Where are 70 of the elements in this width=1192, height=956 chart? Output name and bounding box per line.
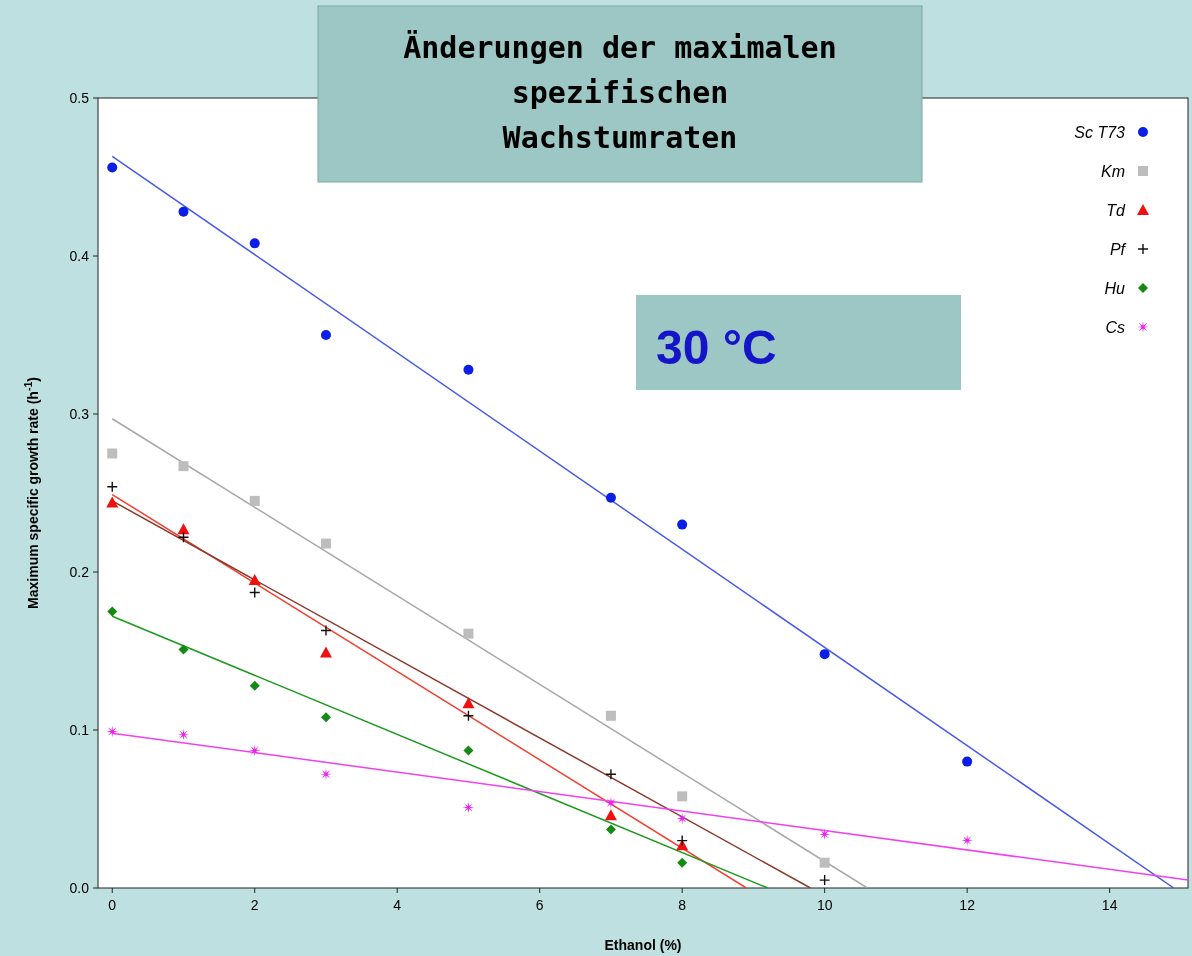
point (178, 644, 189, 655)
point (177, 531, 190, 543)
y-tick-label: 0.3 (69, 405, 90, 422)
x-tick-label: 6 (535, 897, 544, 913)
y-tick-label: 0.4 (69, 247, 90, 264)
x-tick-label: 10 (816, 897, 833, 913)
point (605, 768, 617, 780)
legend-label: Km (1101, 162, 1125, 180)
point (319, 646, 332, 658)
annotation: 30 °C (656, 321, 777, 374)
point (677, 857, 688, 868)
point (178, 206, 189, 217)
y-tick-label: 0.1 (69, 721, 90, 738)
x-tick-label: 14 (1101, 897, 1118, 913)
point (962, 756, 973, 767)
y-tick-label: 0.5 (69, 89, 90, 106)
point (178, 461, 189, 472)
point (320, 712, 331, 723)
point (249, 680, 260, 691)
point (177, 523, 190, 535)
point (676, 834, 688, 847)
point (819, 649, 830, 660)
point (320, 538, 331, 549)
point (605, 710, 616, 721)
point (106, 725, 119, 738)
chart-title: Änderungen der maximalen spezifischen Wachstumraten (403, 30, 837, 155)
point (462, 697, 475, 709)
point (463, 628, 474, 639)
legend-label: Sc T73 (1074, 123, 1126, 141)
point (106, 480, 118, 493)
point (177, 728, 190, 741)
point (463, 745, 474, 756)
point (677, 791, 688, 802)
point (320, 624, 332, 637)
point (605, 492, 616, 503)
point (819, 857, 830, 868)
y-tick-label: 0.0 (69, 879, 90, 896)
point (319, 768, 332, 781)
point (249, 495, 260, 506)
point (107, 448, 118, 459)
x-axis-title: Ethanol (%) (604, 937, 682, 953)
point (604, 796, 617, 809)
y-tick-label: 0.2 (69, 563, 90, 580)
point (249, 586, 261, 599)
legend-label: Hu (1104, 279, 1126, 297)
x-tick-label: 8 (678, 897, 687, 913)
legend-label: Pf (1109, 240, 1127, 258)
point (320, 330, 331, 340)
point (249, 238, 260, 249)
point (248, 744, 261, 757)
point (818, 828, 831, 841)
point (818, 874, 831, 886)
legend-label: Cs (1105, 318, 1125, 336)
point (462, 710, 475, 722)
point (248, 573, 261, 585)
point (107, 162, 118, 173)
legend-label: Td (1106, 201, 1127, 219)
point (676, 812, 689, 825)
point (463, 364, 474, 375)
point (107, 606, 118, 617)
x-tick-label: 4 (393, 897, 402, 913)
x-tick-label: 12 (959, 897, 976, 913)
point (961, 834, 974, 847)
x-tick-label: 0 (108, 897, 117, 913)
x-tick-label: 2 (250, 897, 259, 913)
point (677, 519, 688, 530)
point (106, 496, 119, 508)
point (462, 801, 475, 814)
point (604, 809, 617, 821)
point (605, 824, 616, 835)
